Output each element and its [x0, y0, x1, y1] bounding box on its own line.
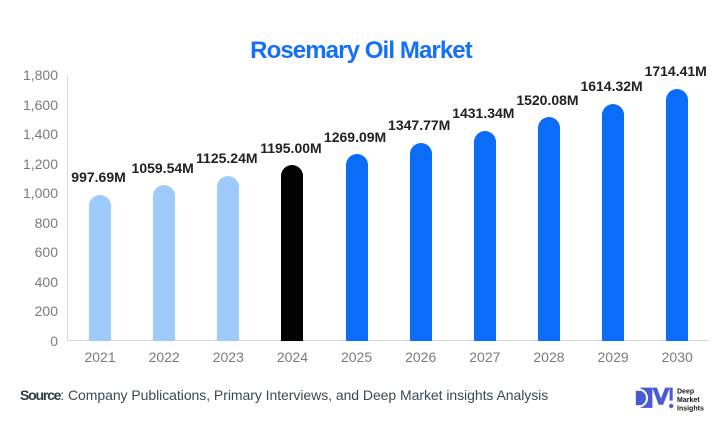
svg-text:Market: Market: [677, 397, 700, 404]
svg-text:Deep: Deep: [677, 389, 694, 396]
svg-text:Insights: Insights: [677, 406, 704, 413]
